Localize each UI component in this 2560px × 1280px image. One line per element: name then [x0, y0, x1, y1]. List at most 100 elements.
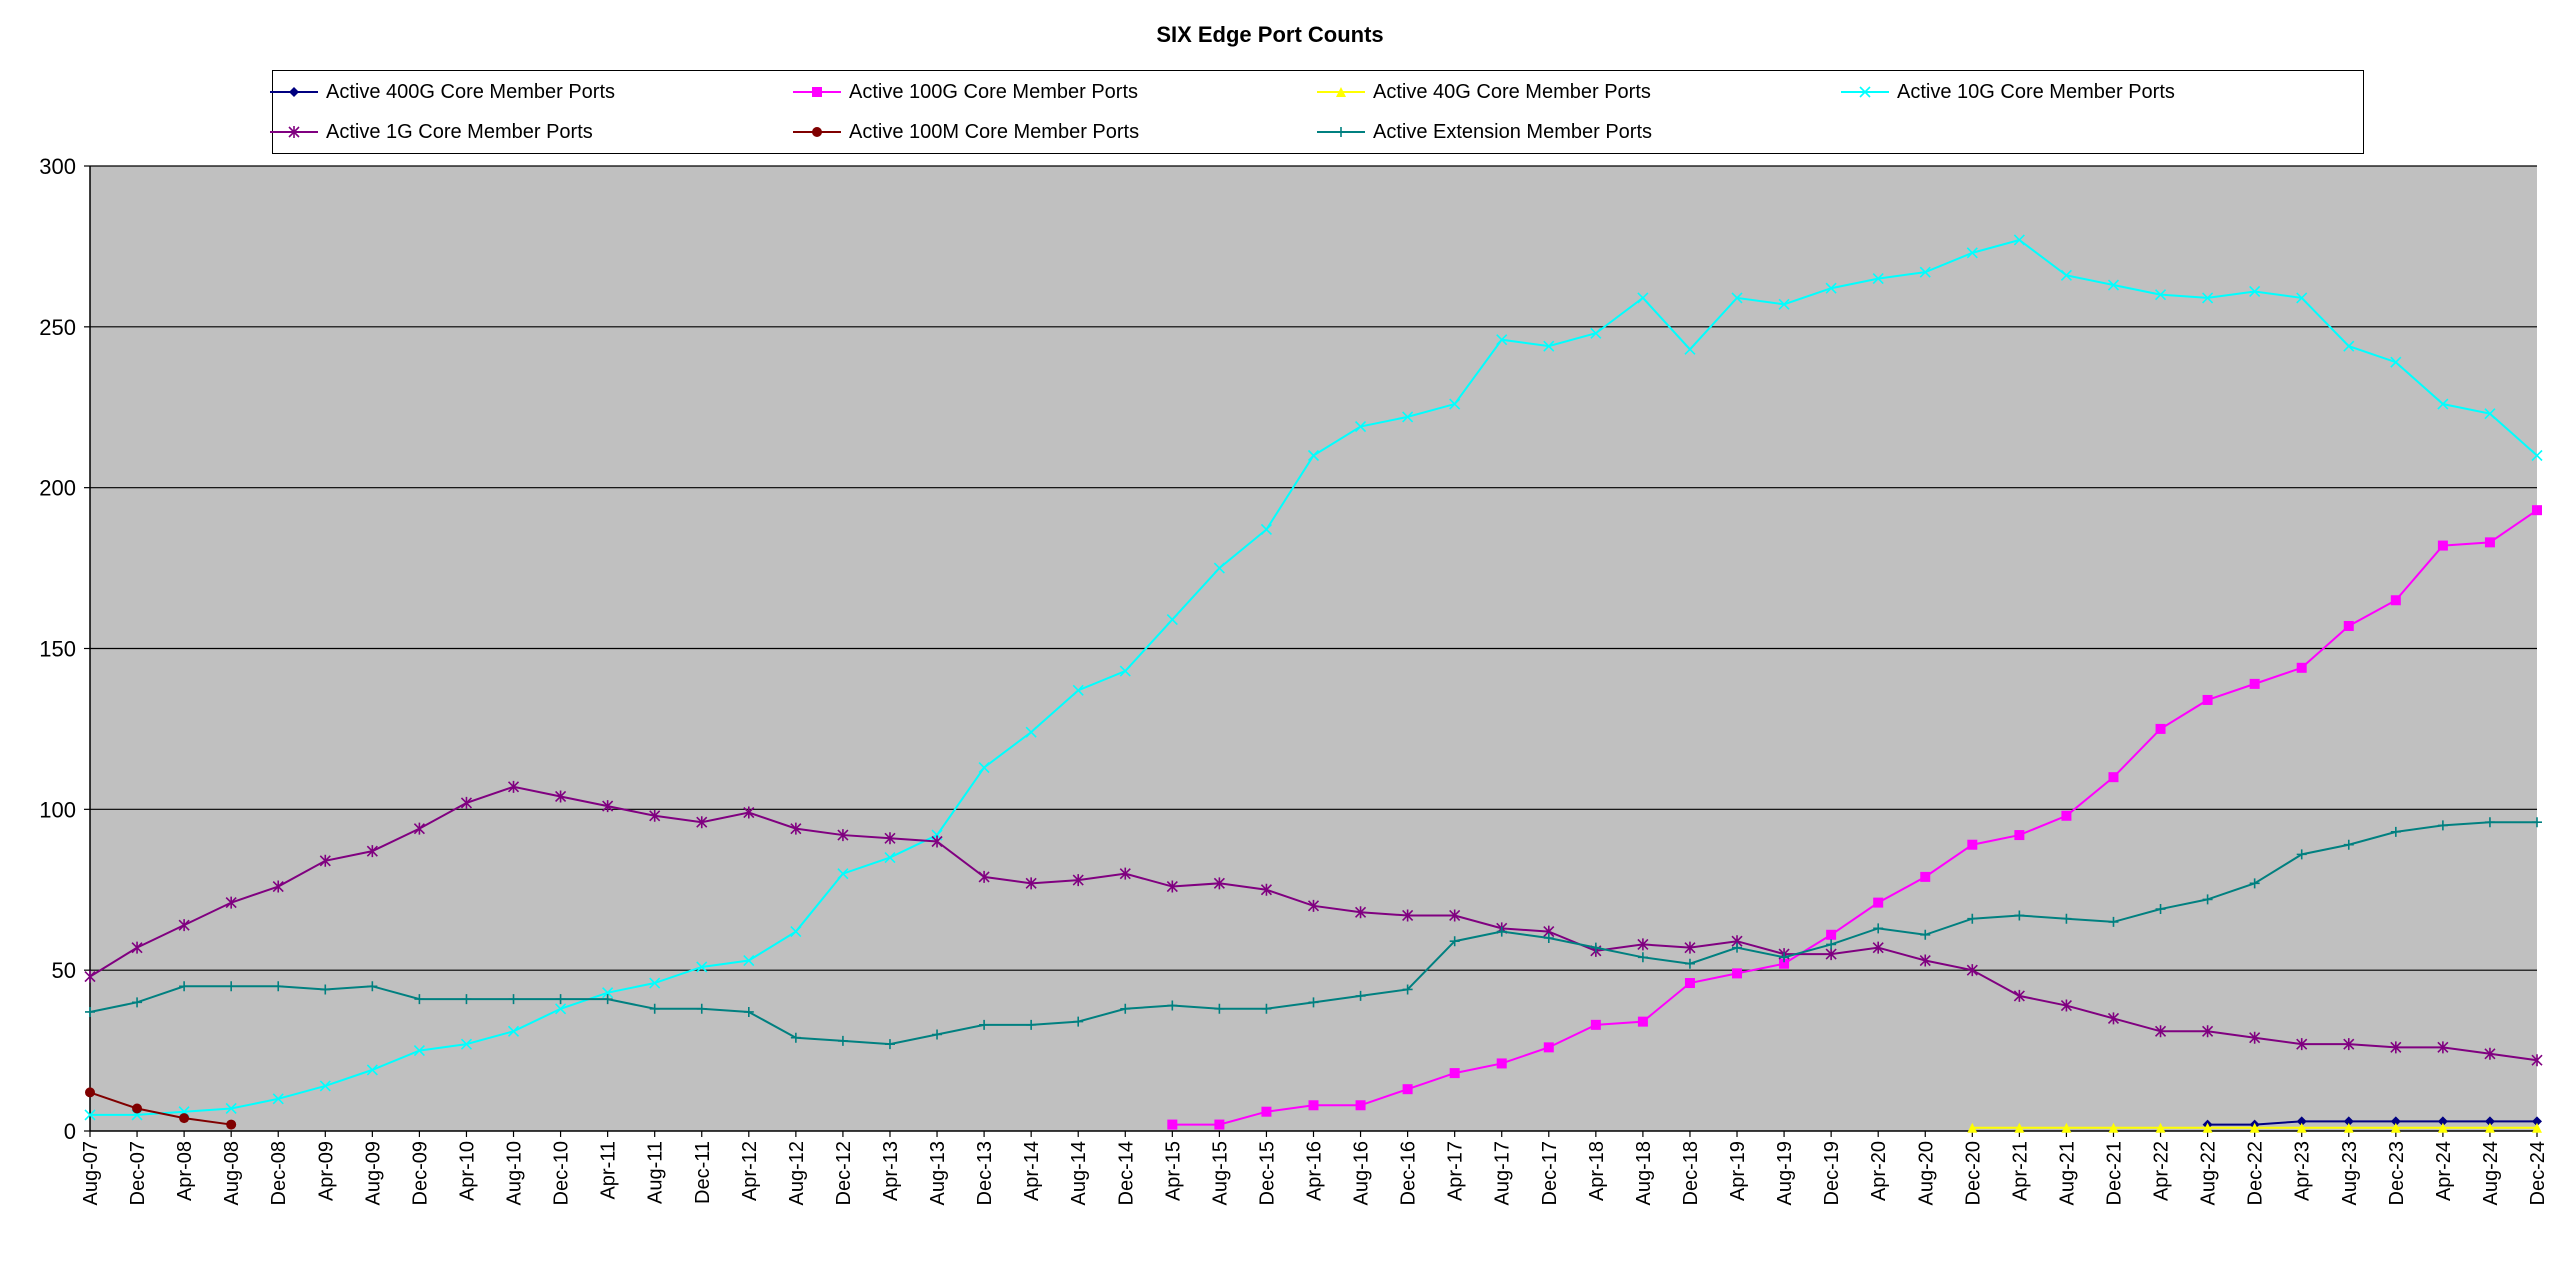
x-tick-label: Aug-15	[1209, 1141, 1231, 1206]
data-point	[1732, 968, 1743, 979]
x-tick-label: Aug-21	[2056, 1141, 2078, 1206]
data-point	[414, 994, 425, 1005]
x-tick-label: Apr-21	[2009, 1141, 2031, 1201]
x-tick-label: Apr-14	[1021, 1141, 1043, 1201]
data-point	[2437, 398, 2449, 410]
data-point	[1307, 899, 1320, 912]
data-point	[1778, 298, 1790, 310]
data-point	[1355, 990, 1366, 1001]
data-point	[2154, 1025, 2167, 1038]
x-tick-label: Aug-10	[504, 1141, 526, 1206]
series-active-100m-core-member-ports	[85, 1087, 237, 1130]
data-point	[1496, 926, 1507, 937]
data-point	[461, 994, 472, 1005]
data-point	[507, 780, 520, 793]
data-point	[2390, 1122, 2401, 1133]
data-point	[2484, 1116, 2495, 1127]
data-point	[2437, 1116, 2448, 1127]
x-tick-label: Aug-18	[1633, 1141, 1655, 1206]
legend-swatch	[1317, 127, 1365, 137]
data-point	[2343, 1122, 2354, 1133]
data-point	[2202, 694, 2213, 705]
data-point	[132, 997, 143, 1008]
data-point	[226, 1119, 237, 1130]
data-point	[1919, 954, 1931, 967]
data-point	[837, 1035, 848, 1046]
data-point	[132, 1103, 143, 1114]
x-tick-label: Dec-22	[2245, 1141, 2267, 1205]
data-point	[555, 1003, 567, 1015]
legend-item-active-1g-core-member-ports: Active 1G Core Member Ports	[268, 112, 593, 152]
data-point	[1402, 411, 1414, 423]
data-point	[1543, 1042, 1554, 1053]
data-point	[1684, 978, 1695, 989]
data-point	[1261, 1003, 1272, 1014]
data-point	[2013, 989, 2025, 1002]
data-point	[2343, 620, 2354, 631]
data-point	[1213, 562, 1225, 574]
data-point	[1590, 327, 1602, 339]
legend: Active 400G Core Member Ports Active 100G…	[270, 70, 2364, 154]
x-tick-label: Dec-10	[551, 1141, 573, 1205]
data-point	[273, 981, 284, 992]
data-point	[1214, 1119, 1225, 1130]
data-point	[2202, 1025, 2214, 1038]
data-point	[2061, 913, 2072, 924]
x-tick-label: Aug-12	[786, 1141, 808, 1206]
data-point	[837, 829, 849, 842]
data-point	[2437, 1122, 2448, 1133]
x-tick-label: Apr-19	[1727, 1141, 1749, 1201]
legend-swatch	[1841, 86, 1889, 98]
data-point	[2014, 830, 2025, 841]
x-tick-label: Apr-15	[1162, 1141, 1184, 1201]
data-point	[1449, 936, 1460, 947]
data-point	[1966, 247, 1978, 259]
x-tick-label: Apr-23	[2292, 1141, 2314, 1201]
data-point	[413, 822, 425, 835]
data-point	[1308, 1100, 1319, 1111]
data-point	[2296, 849, 2307, 860]
data-point	[649, 809, 661, 822]
legend-label: Active 400G Core Member Ports	[326, 80, 615, 103]
data-point	[225, 896, 237, 909]
data-point	[2202, 894, 2213, 905]
data-point	[2437, 820, 2448, 831]
x-tick-label: Apr-10	[456, 1141, 478, 1201]
chart-title: SIX Edge Port Counts	[1156, 22, 1384, 47]
x-tick-label: Apr-12	[739, 1141, 761, 1201]
data-point	[1119, 867, 1131, 880]
legend-label: Active 40G Core Member Ports	[1373, 80, 1651, 103]
data-point	[1637, 952, 1648, 963]
data-point	[1355, 1100, 1366, 1111]
data-point	[178, 919, 190, 932]
data-point	[2296, 1038, 2308, 1051]
data-point	[1967, 839, 1978, 850]
data-point	[2343, 340, 2355, 352]
x-tick-label: Apr-22	[2151, 1141, 2173, 1201]
data-point	[1731, 292, 1743, 304]
x-tick-label: Dec-16	[1398, 1141, 1420, 1205]
data-point	[1308, 997, 1319, 1008]
data-point	[225, 1102, 237, 1115]
data-point	[978, 870, 990, 883]
data-point	[1402, 909, 1414, 922]
x-tick-label: Dec-17	[1539, 1141, 1561, 1205]
data-point	[2532, 1122, 2542, 1133]
data-point	[131, 941, 143, 954]
data-point	[2296, 1122, 2307, 1133]
data-point	[84, 1109, 96, 1121]
data-point	[319, 854, 331, 867]
data-point	[460, 796, 473, 809]
legend-item-active-extension-member-ports: Active Extension Member Ports	[1315, 112, 1652, 152]
data-point	[2532, 817, 2542, 828]
x-tick-label: Apr-08	[174, 1141, 196, 1201]
data-point	[696, 1003, 707, 1014]
data-point	[2202, 292, 2214, 304]
data-point	[2061, 810, 2072, 821]
x-tick-label: Apr-20	[1868, 1141, 1890, 1201]
data-point	[696, 961, 708, 973]
data-point	[1166, 880, 1178, 893]
data-point	[1825, 282, 1837, 294]
data-point	[1967, 913, 1978, 924]
data-point	[1684, 941, 1696, 954]
